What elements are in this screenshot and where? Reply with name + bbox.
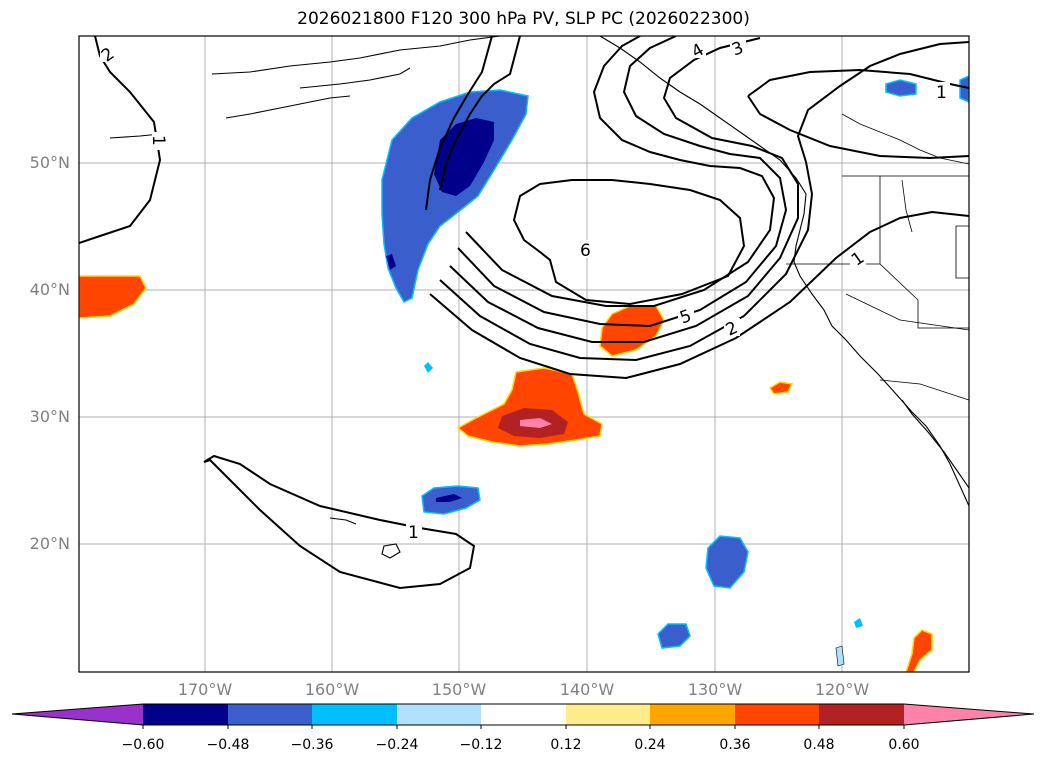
contour-labels: 2 1 4 3 1 6 5 2 1 1 [98, 38, 950, 543]
pv-blob-subtropics [705, 535, 749, 589]
colorbar-segment [143, 704, 228, 725]
coastlines [109, 36, 969, 559]
pv-dot-west [424, 362, 433, 373]
colorbar-segment [566, 704, 650, 725]
contour-hawaii-1 [203, 454, 476, 590]
pv-blob-offshore [599, 305, 665, 357]
lon-label-160w: 160°W [304, 680, 360, 699]
pv-blob-south [657, 623, 691, 649]
lon-label-120w: 120°W [814, 680, 870, 699]
lat-label-50n: 50°N [29, 153, 70, 172]
contour-label: 6 [580, 241, 591, 261]
colorbar-segment [312, 704, 397, 725]
contour-label: 1 [936, 83, 947, 103]
colorbar-tick-label: −0.24 [375, 737, 419, 753]
colorbar-tick-label: 0.48 [803, 737, 835, 753]
colorbar-tick-label: 0.36 [719, 737, 751, 753]
colorbar-segment [735, 704, 819, 725]
pv-blob-west-edge [79, 275, 147, 319]
lat-label-40n: 40°N [29, 280, 70, 299]
plot-frame [78, 35, 970, 673]
pv-small-core [386, 254, 396, 270]
contour-label: 1 [408, 523, 419, 543]
colorbar-segment [819, 704, 904, 725]
contour-5b [465, 36, 776, 307]
pv-positive-anomalies [79, 275, 933, 672]
gridlines [79, 36, 969, 672]
colorbar-tick-label: −0.48 [206, 737, 250, 753]
pv-blob-southeast [905, 629, 933, 672]
colorbar-tick-label: −0.12 [459, 737, 503, 753]
pv-core-hawaii-north [436, 494, 462, 502]
colorbar-segment [650, 704, 735, 725]
colorbar-extend-low [12, 704, 143, 725]
contour-inner-a [439, 36, 521, 191]
pv-blob-small [768, 381, 794, 395]
pv-blob-northeast [885, 79, 917, 97]
contour-2-outer [429, 210, 969, 380]
lat-label-20n: 20°N [29, 534, 70, 553]
colorbar-segment [397, 704, 481, 725]
contour-4 [449, 37, 799, 343]
contour-3 [439, 41, 969, 362]
colorbar-tick-label: 0.24 [634, 737, 666, 753]
lon-label-170w: 170°W [177, 680, 233, 699]
contour-inner-b [425, 36, 493, 211]
contour-5 [457, 36, 788, 328]
colorbar [11, 703, 1035, 729]
colorbar-tick-label: 0.60 [888, 737, 920, 753]
pv-core-gulf-of-alaska [434, 118, 494, 196]
pv-blob-northeast-edge [959, 75, 969, 103]
pv-dot-se2 [835, 645, 845, 667]
map-title: 2026021800 F120 300 hPa PV, SLP PC (2026… [297, 9, 750, 29]
colorbar-tick-label: −0.36 [290, 737, 334, 753]
pv-dot-se [854, 618, 863, 628]
contour-west-north [79, 36, 162, 244]
pv-peak-central [520, 418, 552, 428]
lon-label-130w: 130°W [687, 680, 743, 699]
colorbar-tick-label: 0.12 [550, 737, 582, 753]
colorbar-tick-label: −0.60 [121, 737, 165, 753]
contour-label: 1 [148, 135, 168, 146]
contour-ne-1b [747, 95, 969, 160]
colorbar-extend-high [904, 704, 1034, 725]
contour-6 [512, 179, 746, 306]
lat-label-30n: 30°N [29, 407, 70, 426]
colorbar-segment [481, 704, 566, 725]
pv-negative-anomalies [381, 75, 969, 667]
lon-label-150w: 150°W [431, 680, 487, 699]
colorbar-segment [228, 704, 312, 725]
lon-label-140w: 140°W [559, 680, 615, 699]
